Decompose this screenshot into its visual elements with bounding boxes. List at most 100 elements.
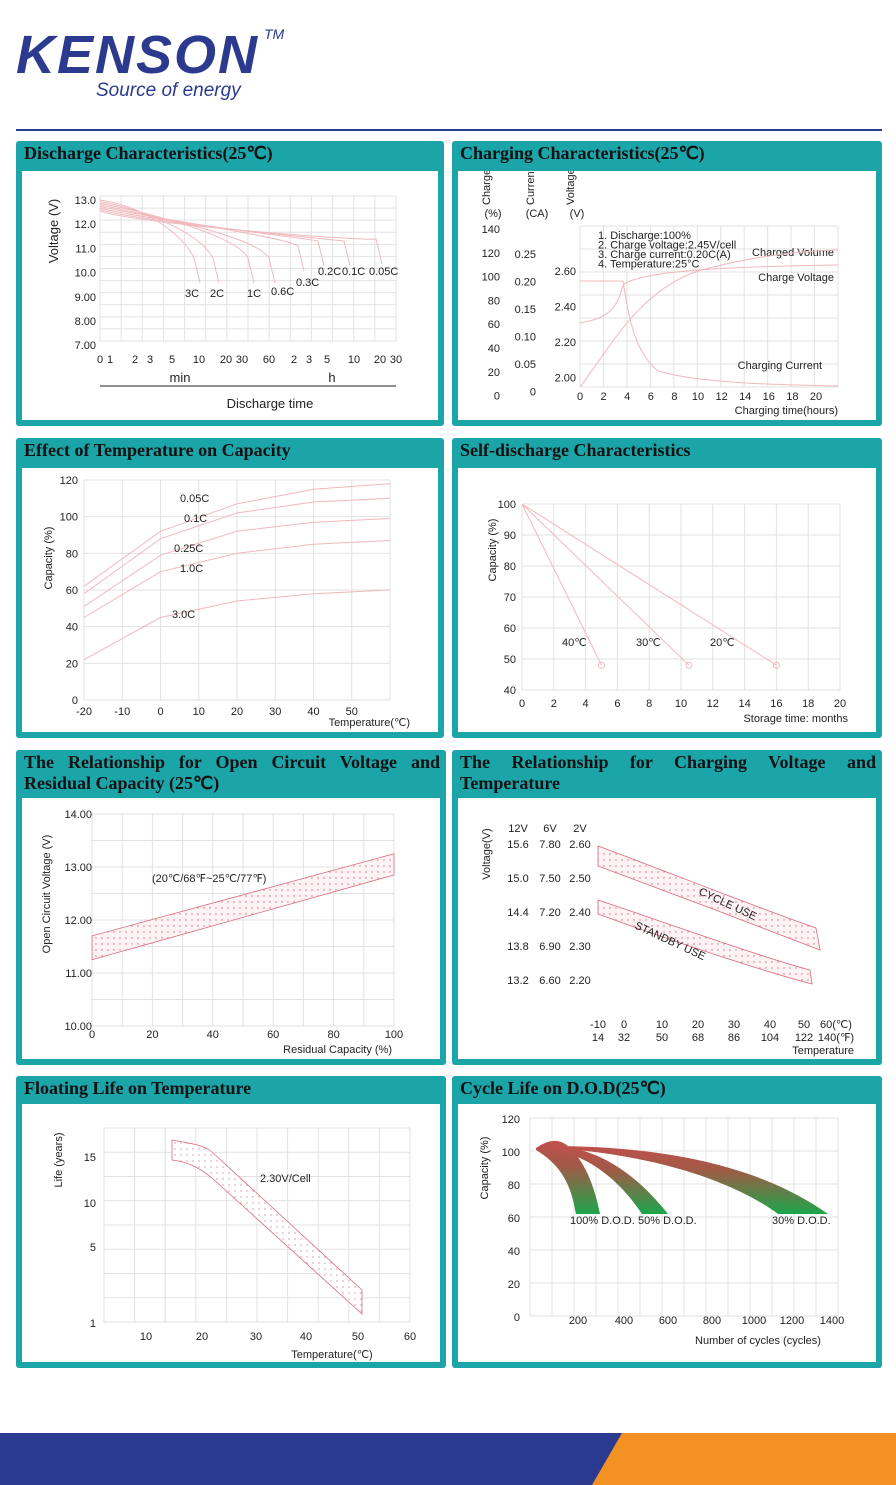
discharge-y-tick: 7.00 xyxy=(75,340,96,352)
charging-y1-tick: 100 xyxy=(482,272,500,284)
discharge-x-tick: 2 xyxy=(291,354,297,366)
charging-y2-tick: 0.05 xyxy=(515,359,536,371)
self-discharge-end-marker xyxy=(685,661,693,669)
charge-voltage-x-tick-c: 30 xyxy=(728,1019,740,1031)
footer-accent xyxy=(592,1433,896,1485)
charging-y2-tick: 0.25 xyxy=(515,249,536,261)
discharge-panel: Discharge Characteristics(25℃) 13.0 12.0 1… xyxy=(16,141,444,426)
temp-capacity-y-tick: 60 xyxy=(66,585,78,597)
temp-capacity-chart-area: 120 100 80 60 40 20 0 -20 -10 0 10 20 30 40 50 Capacity… xyxy=(22,468,438,732)
charge-voltage-chart: Voltage(V) 12V 6V 2V 15.6 7.80 2.60 15.0 7.50 2.5… xyxy=(481,823,854,1057)
charging-note: 3. Charge current:0.20C(A) xyxy=(598,249,731,261)
cycle-life-x-label: Number of cycles (cycles) xyxy=(695,1335,821,1347)
temp-capacity-y-tick: 100 xyxy=(60,512,78,524)
charge-voltage-chart-area: Voltage(V) 12V 6V 2V 15.6 7.80 2.60 15.0 7.50 2.5… xyxy=(458,798,876,1059)
charge-voltage-x-tick-c: -10 xyxy=(590,1019,606,1031)
charging-y2-tick: 0 xyxy=(530,387,536,399)
discharge-x-tick: 30 xyxy=(390,354,402,366)
charging-y1-tick: 40 xyxy=(488,343,500,355)
self-discharge-series-label: 20℃ xyxy=(710,637,735,649)
self-discharge-y-label: Capacity (%) xyxy=(487,519,499,582)
self-discharge-x-tick: 2 xyxy=(551,698,557,710)
charge-voltage-x-tick-f: 14 xyxy=(592,1032,604,1044)
cycle-life-panel: Cycle Life on D.O.D(25℃) 120 100 80 60 40 20 0… xyxy=(452,1076,882,1368)
temp-capacity-y-tick: 0 xyxy=(72,695,78,707)
discharge-unit-min: min xyxy=(170,370,191,385)
self-discharge-series-label: 30℃ xyxy=(636,637,661,649)
ocv-x-tick: 80 xyxy=(327,1029,339,1041)
charge-voltage-x-tick-f: 68 xyxy=(692,1032,704,1044)
temp-capacity-x-tick: 30 xyxy=(269,706,281,718)
cycle-life-x-tick: 800 xyxy=(703,1315,721,1327)
charging-x-tick: 18 xyxy=(786,391,798,403)
cycle-life-series-label: 100% D.O.D. xyxy=(570,1215,635,1227)
discharge-x-tick: 5 xyxy=(169,354,175,366)
charge-voltage-x-tick-f: 140(℉) xyxy=(818,1032,854,1044)
discharge-x-tick: 10 xyxy=(348,354,360,366)
temp-capacity-x-tick: 50 xyxy=(346,706,358,718)
temp-capacity-y-tick: 120 xyxy=(60,475,78,487)
temp-capacity-series-1 xyxy=(83,483,391,587)
charge-voltage-y-tick: 7.80 xyxy=(539,839,560,851)
temp-capacity-x-tick: 10 xyxy=(193,706,205,718)
charge-voltage-standby-band xyxy=(597,899,813,985)
self-discharge-x-tick: 12 xyxy=(707,698,719,710)
temp-capacity-x-tick: 0 xyxy=(157,706,163,718)
charging-axis-unit: (%) xyxy=(484,208,501,220)
charge-voltage-y-tick: 2.40 xyxy=(569,907,590,919)
charge-voltage-x-label: Temperature xyxy=(792,1045,854,1057)
float-life-y-tick: 10 xyxy=(84,1198,96,1210)
self-discharge-series-1 xyxy=(521,503,602,666)
charging-note: 4. Temperature:25°C xyxy=(598,259,699,271)
discharge-x-tick: 2 xyxy=(132,354,138,366)
float-life-x-tick: 40 xyxy=(300,1331,312,1343)
float-life-x-label: Temperature(℃) xyxy=(291,1349,372,1361)
charge-voltage-x-tick-c: 40 xyxy=(764,1019,776,1031)
self-discharge-series-label: 40℃ xyxy=(562,637,587,649)
cycle-life-x-tick: 1400 xyxy=(820,1315,844,1327)
cycle-life-x-tick: 600 xyxy=(659,1315,677,1327)
self-discharge-end-marker xyxy=(772,661,780,669)
charging-y1-tick: 140 xyxy=(482,224,500,236)
cycle-life-title: Cycle Life on D.O.D(25℃) xyxy=(460,1078,666,1098)
temp-capacity-x-tick: -20 xyxy=(76,706,92,718)
charge-voltage-y-tick: 13.8 xyxy=(507,941,528,953)
temp-capacity-y-label: Capacity (%) xyxy=(43,527,55,590)
charging-x-label: Charging time(hours) xyxy=(735,405,838,417)
charge-voltage-y-tick: 15.0 xyxy=(507,873,528,885)
temp-capacity-series-3 xyxy=(83,518,391,607)
self-discharge-x-tick: 6 xyxy=(614,698,620,710)
float-life-x-tick: 30 xyxy=(250,1331,262,1343)
charging-y2-tick: 0.10 xyxy=(515,332,536,344)
charge-voltage-x-tick-c: 10 xyxy=(656,1019,668,1031)
charging-x-tick: 20 xyxy=(810,391,822,403)
cycle-life-y-tick: 80 xyxy=(508,1180,520,1192)
charge-voltage-x-tick-f: 32 xyxy=(618,1032,630,1044)
charge-voltage-x-tick-f: 86 xyxy=(728,1032,740,1044)
self-discharge-y-tick: 70 xyxy=(504,592,516,604)
discharge-unit-h: h xyxy=(328,370,335,385)
cycle-life-x-tick: 200 xyxy=(569,1315,587,1327)
discharge-curve xyxy=(99,202,255,284)
temp-capacity-series-label: 3.0C xyxy=(172,609,195,621)
charge-voltage-x-tick-c: 0 xyxy=(621,1019,627,1031)
temp-capacity-series-label: 0.1C xyxy=(184,513,207,525)
charge-voltage-y-tick: 6.90 xyxy=(539,941,560,953)
self-discharge-end-marker xyxy=(598,661,605,669)
self-discharge-y-tick: 50 xyxy=(504,654,516,666)
brand-name: KENSON xyxy=(16,25,260,85)
cycle-life-y-label: Capacity (%) xyxy=(479,1137,491,1200)
self-discharge-chart: 100 90 80 70 60 50 400 2 4 6 8 10 12 14 16 18 20 Capacity… xyxy=(487,499,848,725)
charge-voltage-y-tick: 6.60 xyxy=(539,975,560,987)
temp-capacity-x-tick: 20 xyxy=(231,706,243,718)
charging-axis-header: Charged Volume xyxy=(481,171,493,205)
charge-voltage-x-tick-c: 50 xyxy=(798,1019,810,1031)
self-discharge-y-tick: 90 xyxy=(504,530,516,542)
self-discharge-x-label: Storage time: months xyxy=(743,713,848,725)
ocv-y-tick: 11.00 xyxy=(65,968,92,980)
charge-voltage-y-tick: 14.4 xyxy=(507,907,528,919)
float-life-y-tick: 5 xyxy=(90,1242,96,1254)
discharge-curve xyxy=(99,201,220,284)
discharge-y-tick: 11.0 xyxy=(75,243,96,255)
discharge-y-tick: 10.0 xyxy=(75,268,96,280)
